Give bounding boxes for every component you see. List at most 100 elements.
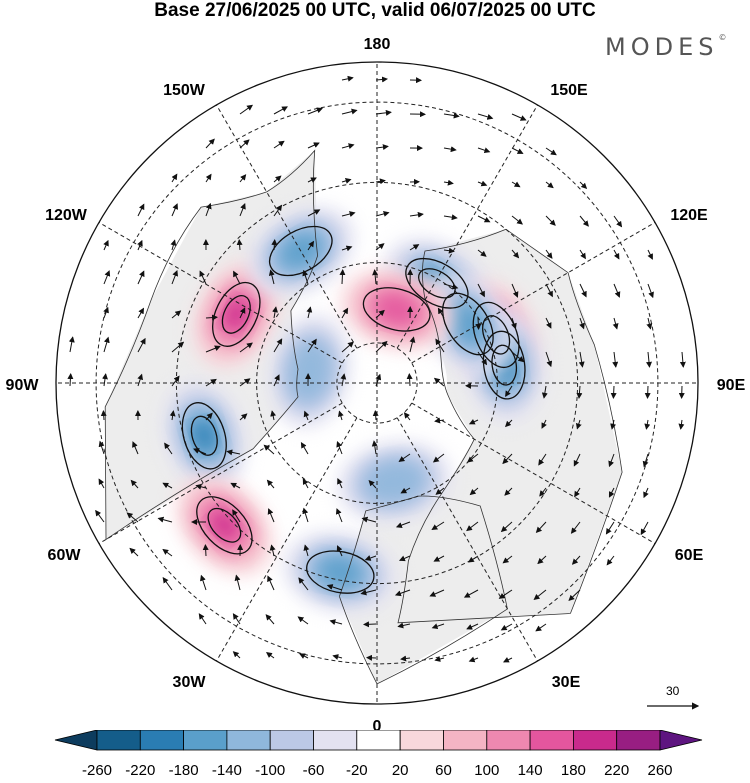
wind-vector [307, 177, 317, 183]
wind-vector [171, 203, 178, 217]
colorbar-swatch [54, 730, 98, 751]
colorbar-tick-label: 180 [560, 762, 586, 779]
wind-vector [103, 270, 111, 285]
wind-vector [545, 317, 552, 329]
wind-vector [162, 576, 173, 591]
wind-vector [171, 269, 179, 285]
wind-vector [613, 283, 621, 298]
lon-label-120w: 120W [45, 207, 87, 224]
height-contour [306, 550, 375, 594]
wind-vector [406, 373, 413, 387]
wind-vector [199, 270, 207, 285]
wind-vector [477, 215, 491, 223]
lon-label-90w: 90W [5, 377, 39, 394]
wind-vector [137, 203, 145, 217]
wind-vector [298, 577, 309, 591]
meridian [411, 222, 656, 364]
anomaly-shade [362, 459, 427, 505]
wind-vector [271, 239, 278, 251]
lon-label-150e: 150E [550, 82, 588, 99]
wind-vector [341, 75, 354, 82]
wind-vector [102, 373, 108, 387]
wind-vector [307, 338, 317, 353]
wind-vector [395, 521, 411, 528]
lon-label-180: 180 [363, 36, 391, 53]
wind-vector [434, 656, 445, 662]
wind-vector [132, 441, 139, 455]
colorbar-tick-label: 260 [647, 762, 673, 779]
wind-vector [234, 574, 241, 591]
colorbar-swatch [313, 730, 358, 751]
map-border [55, 61, 699, 705]
wind-vector [332, 654, 343, 660]
wind-vector [341, 108, 358, 115]
wind-vector [679, 351, 686, 368]
latitude-circle [175, 181, 579, 585]
wind-vector [579, 181, 588, 190]
wind-vector [467, 453, 479, 463]
wind-vector [469, 487, 479, 496]
wind-vector [613, 249, 620, 260]
wind-vector [363, 621, 377, 628]
wind-vector [435, 487, 445, 495]
wind-vector [299, 653, 309, 659]
colorbar-tick-label: 20 [391, 762, 409, 779]
wind-vector [265, 651, 275, 659]
anomaly-center-negative [162, 379, 246, 493]
wind-vector [576, 385, 583, 399]
lon-label-90e: 90E [716, 377, 746, 394]
wind-vector [606, 555, 615, 566]
colorbar-tick-label: -220 [125, 762, 156, 779]
wind-vector [431, 521, 445, 531]
wind-vector [541, 385, 548, 399]
wind-vector [642, 453, 649, 468]
wind-vector [372, 269, 379, 285]
wind-vector [511, 215, 523, 225]
wind-vector [375, 144, 389, 151]
colorbar-swatch [443, 730, 488, 751]
wind-vector [375, 243, 385, 251]
wind-vector [644, 419, 651, 430]
wind-vector [239, 342, 253, 353]
wind-vector [608, 453, 615, 468]
wind-vector [103, 306, 109, 319]
wind-vector [326, 584, 343, 591]
wind-vector [511, 283, 519, 298]
wind-vector [297, 616, 309, 625]
wind-vector [236, 239, 243, 251]
wind-vector [643, 487, 649, 499]
wind-vector [100, 410, 107, 421]
colorbar-tick-label: 60 [435, 762, 452, 779]
wind-vector [307, 240, 315, 251]
wind-vector [432, 453, 445, 463]
wind-vector [307, 209, 321, 217]
wind-vector [371, 440, 378, 455]
wind-vector [341, 143, 355, 150]
colorbar-swatch [139, 730, 185, 751]
wind-vector [498, 589, 513, 599]
wind-vector [198, 613, 207, 625]
wind-vector [263, 444, 275, 455]
wind-vector [335, 508, 343, 523]
wind-vector [579, 283, 587, 298]
wind-vector [467, 555, 479, 563]
wind-vector [193, 448, 207, 455]
wind-vector [171, 310, 182, 319]
wind-vector [505, 385, 513, 398]
wind-vector [302, 507, 309, 523]
wind-vector [205, 202, 212, 217]
wind-vector [233, 270, 241, 285]
wind-vector [375, 309, 385, 319]
wind-vector [126, 512, 139, 523]
wind-vector [504, 419, 513, 428]
wind-vector [337, 477, 343, 489]
wind-vector [475, 317, 482, 330]
colorbar-swatch [529, 730, 574, 751]
wind-vector [539, 487, 547, 497]
wind-vector [433, 377, 445, 387]
wind-vector [570, 521, 581, 534]
wind-vector [375, 373, 382, 387]
wind-vector [502, 555, 513, 564]
wind-vector [608, 487, 615, 498]
wind-vector [130, 479, 139, 489]
